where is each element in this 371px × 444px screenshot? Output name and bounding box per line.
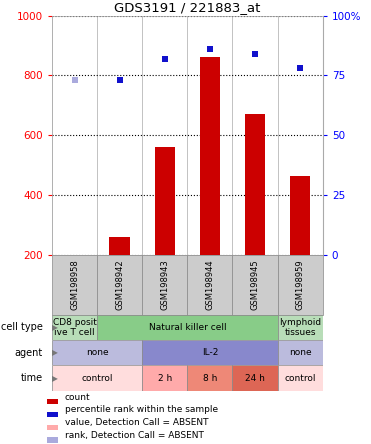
Text: value, Detection Call = ABSENT: value, Detection Call = ABSENT	[65, 418, 208, 427]
Text: GSM198944: GSM198944	[206, 260, 214, 310]
Bar	[278, 255, 323, 315]
Point	[117, 77, 123, 84]
Title: GDS3191 / 221883_at: GDS3191 / 221883_at	[114, 1, 260, 14]
Text: IL-2: IL-2	[202, 348, 218, 357]
Text: percentile rank within the sample: percentile rank within the sample	[65, 405, 218, 414]
Text: none: none	[289, 348, 312, 357]
Bar	[142, 365, 187, 391]
Point	[162, 55, 168, 62]
Text: ▶: ▶	[52, 373, 58, 383]
Text: GSM198959: GSM198959	[296, 260, 305, 310]
Point	[297, 65, 303, 72]
Bar	[52, 315, 97, 340]
Text: Natural killer cell: Natural killer cell	[148, 323, 226, 332]
Text: rank, Detection Call = ABSENT: rank, Detection Call = ABSENT	[65, 431, 204, 440]
Bar	[47, 437, 58, 443]
Text: time: time	[20, 373, 43, 383]
Bar	[200, 57, 220, 255]
Bar	[245, 114, 265, 255]
Bar	[233, 365, 278, 391]
Bar	[109, 237, 130, 255]
Bar	[52, 255, 97, 315]
Text: GSM198942: GSM198942	[115, 260, 124, 310]
Text: 24 h: 24 h	[245, 373, 265, 383]
Bar	[47, 399, 58, 404]
Text: ▶: ▶	[52, 323, 58, 332]
Bar	[187, 365, 233, 391]
Bar	[187, 255, 233, 315]
Text: GSM198943: GSM198943	[160, 260, 169, 310]
Bar	[290, 175, 311, 255]
Bar	[97, 315, 278, 340]
Bar	[97, 255, 142, 315]
Text: GSM198945: GSM198945	[250, 260, 260, 310]
Text: control: control	[285, 373, 316, 383]
Bar	[278, 365, 323, 391]
Point	[252, 50, 258, 57]
Bar	[52, 365, 142, 391]
Bar	[278, 340, 323, 365]
Text: control: control	[81, 373, 113, 383]
Text: none: none	[86, 348, 108, 357]
Bar	[278, 315, 323, 340]
Text: 8 h: 8 h	[203, 373, 217, 383]
Point	[72, 77, 78, 84]
Text: agent: agent	[14, 348, 43, 358]
Bar	[47, 424, 58, 430]
Bar	[52, 340, 142, 365]
Text: lymphoid
tissues: lymphoid tissues	[279, 318, 321, 337]
Point	[207, 45, 213, 52]
Text: ▶: ▶	[52, 348, 58, 357]
Bar	[142, 340, 278, 365]
Bar	[155, 147, 175, 255]
Bar	[233, 255, 278, 315]
Text: count: count	[65, 392, 91, 402]
Text: 2 h: 2 h	[158, 373, 172, 383]
Bar	[47, 412, 58, 417]
Text: CD8 posit
ive T cell: CD8 posit ive T cell	[53, 318, 96, 337]
Text: cell type: cell type	[1, 322, 43, 333]
Text: GSM198958: GSM198958	[70, 260, 79, 310]
Bar	[142, 255, 187, 315]
